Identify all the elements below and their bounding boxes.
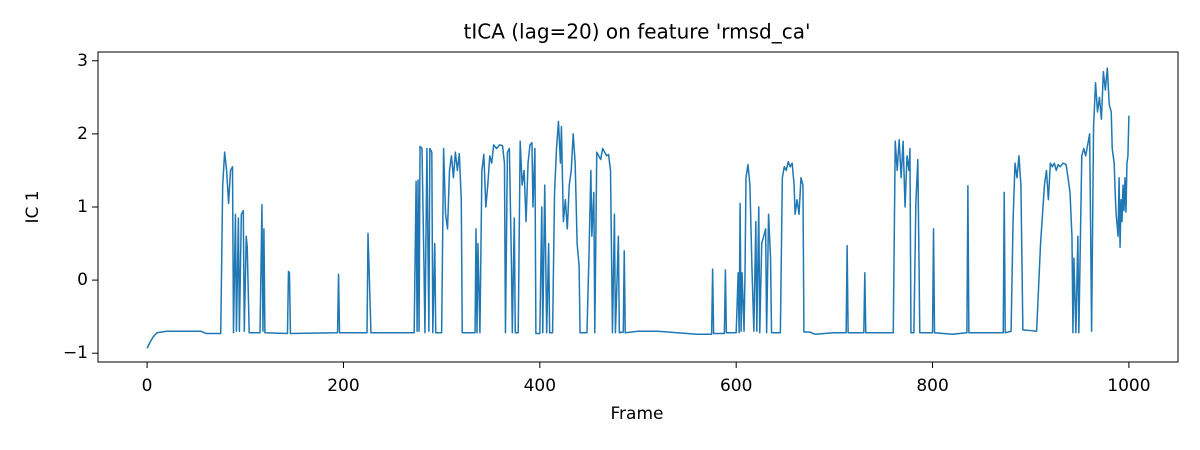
x-tick-label: 0: [142, 376, 153, 396]
plot-frame: [97, 51, 1179, 363]
y-tick-label: 3: [77, 51, 88, 71]
chart-title: tICA (lag=20) on feature 'rmsd_ca': [464, 20, 811, 44]
y-tick-label: 2: [77, 124, 88, 144]
x-tick-label: 400: [524, 376, 556, 396]
y-axis-label: IC 1: [23, 190, 43, 223]
x-tick-label: 200: [327, 376, 359, 396]
y-tick-label: 0: [77, 270, 88, 290]
x-axis-label: Frame: [611, 404, 664, 424]
data-line: [146, 67, 1130, 349]
y-tick-label: 1: [77, 197, 88, 217]
x-tick-label: 600: [720, 376, 752, 396]
x-tick-label: 800: [916, 376, 948, 396]
y-tick-label: −1: [63, 343, 88, 363]
x-tick-label: 1000: [1107, 376, 1150, 396]
